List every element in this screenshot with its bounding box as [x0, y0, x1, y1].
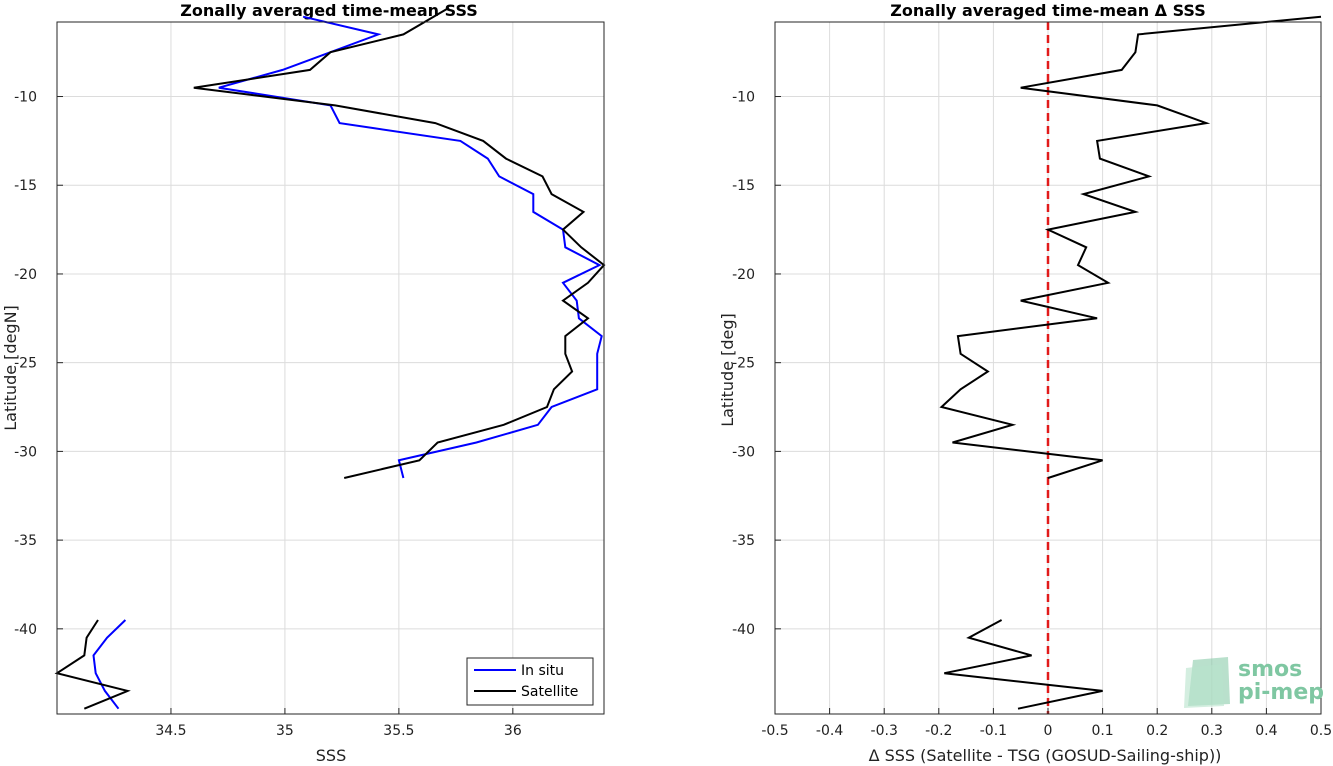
- y-tick-label: -35: [732, 533, 755, 549]
- chart-title: Zonally averaged time-mean SSS: [180, 1, 478, 20]
- y-axis-label: Latitude [deg]: [718, 313, 737, 427]
- y-tick-label: -10: [14, 90, 37, 106]
- plot-frame: [56, 21, 605, 715]
- x-tick-label: 0.5: [1310, 723, 1332, 739]
- y-tick-label: -20: [732, 267, 755, 283]
- grid: [774, 22, 1322, 714]
- delta-sss-chart: Zonally averaged time-mean Δ SSS -0.5 -0.…: [718, 1, 1332, 765]
- x-tick-label: -0.1: [980, 723, 1007, 739]
- x-tick-label: -0.3: [871, 723, 898, 739]
- y-tick-label: -30: [732, 444, 755, 460]
- smos-pi-mep-logo: smos pi-mep: [1184, 657, 1324, 708]
- tick-labels: -0.5 -0.4 -0.3 -0.2 -0.1 0 0.1 0.2 0.3 0.4 0.5 -10 -…: [732, 90, 1332, 739]
- logo-text-top: smos: [1238, 657, 1302, 682]
- x-tick-label: 0.3: [1201, 723, 1223, 739]
- legend-label-satellite: Satellite: [521, 684, 578, 700]
- grid: [57, 22, 604, 714]
- x-tick-label: -0.5: [761, 723, 788, 739]
- series-layer: [54, 6, 606, 710]
- y-tick-label: -40: [732, 622, 755, 638]
- x-tick-label: 0.1: [1091, 723, 1113, 739]
- series-line-delta-sss: [944, 619, 1103, 710]
- y-tick-label: -40: [14, 622, 37, 638]
- series-line-in-situ: [92, 619, 127, 710]
- x-tick-label: 34.5: [155, 723, 186, 739]
- x-axis-label: Δ SSS (Satellite - TSG (GOSUD-Sailing-sh…: [869, 746, 1222, 765]
- chart-title: Zonally averaged time-mean Δ SSS: [890, 1, 1206, 20]
- x-tick-label: 35: [276, 723, 294, 739]
- series-layer: [939, 15, 1322, 714]
- sss-chart: Zonally averaged time-mean SSS 34.5 35 35.…: [1, 1, 606, 765]
- y-tick-label: -25: [732, 356, 755, 372]
- tick-labels: 34.5 35 35.5 36 -10 -15 -20 -25 -30 -35 -40: [14, 90, 522, 739]
- y-tick-label: -30: [14, 444, 37, 460]
- series-line-delta-sss: [939, 15, 1322, 479]
- logo-mark-layer: [1184, 664, 1224, 708]
- x-axis-label: SSS: [316, 746, 346, 765]
- y-tick-label: -20: [14, 267, 37, 283]
- x-tick-label: 36: [504, 723, 522, 739]
- x-tick-label: 35.5: [383, 723, 414, 739]
- y-tick-label: -15: [732, 178, 755, 194]
- legend: In situ Satellite: [466, 657, 594, 706]
- y-tick-label: -35: [14, 533, 37, 549]
- y-tick-label: -15: [14, 178, 37, 194]
- y-tick-label: -10: [732, 90, 755, 106]
- series-line-satellite: [54, 619, 131, 710]
- legend-label-in-situ: In situ: [521, 663, 564, 679]
- y-axis-label: Latitude [degN]: [1, 305, 20, 431]
- logo-text-bottom: pi-mep: [1238, 680, 1324, 705]
- x-tick-label: -0.4: [816, 723, 843, 739]
- legend-box: [466, 657, 594, 706]
- series-line-satellite: [193, 6, 606, 479]
- series-line-in-situ: [218, 15, 603, 479]
- x-tick-label: 0.4: [1255, 723, 1277, 739]
- x-tick-label: 0.2: [1146, 723, 1168, 739]
- x-tick-label: -0.2: [925, 723, 952, 739]
- x-tick-label: 0: [1044, 723, 1053, 739]
- y-tick-label: -25: [14, 356, 37, 372]
